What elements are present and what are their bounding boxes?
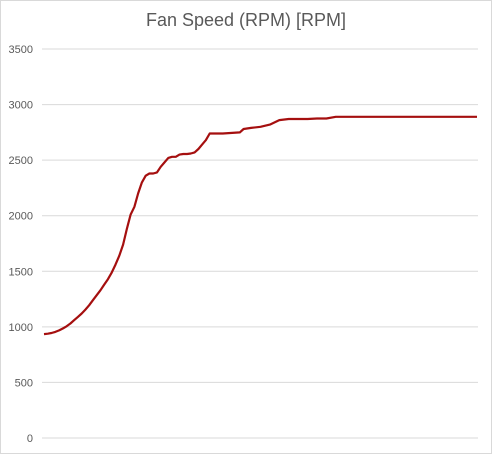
series-lines	[43, 115, 477, 336]
y-tick-label: 0	[27, 433, 33, 445]
y-tick-label: 500	[15, 377, 33, 389]
y-tick-label: 3000	[9, 100, 33, 112]
y-tick-label: 1000	[9, 322, 33, 334]
series-line-0	[43, 115, 477, 336]
y-tick-label: 2000	[9, 211, 33, 223]
y-tick-label: 1500	[9, 266, 33, 278]
y-tick-label: 2500	[9, 155, 33, 167]
y-tick-label: 3500	[9, 44, 33, 56]
y-axis-ticks: 0 500 1000 1500 2000 2500 3000 3500	[9, 44, 33, 445]
gridlines	[42, 48, 478, 439]
chart-title: Fan Speed (RPM) [RPM]	[145, 10, 347, 30]
